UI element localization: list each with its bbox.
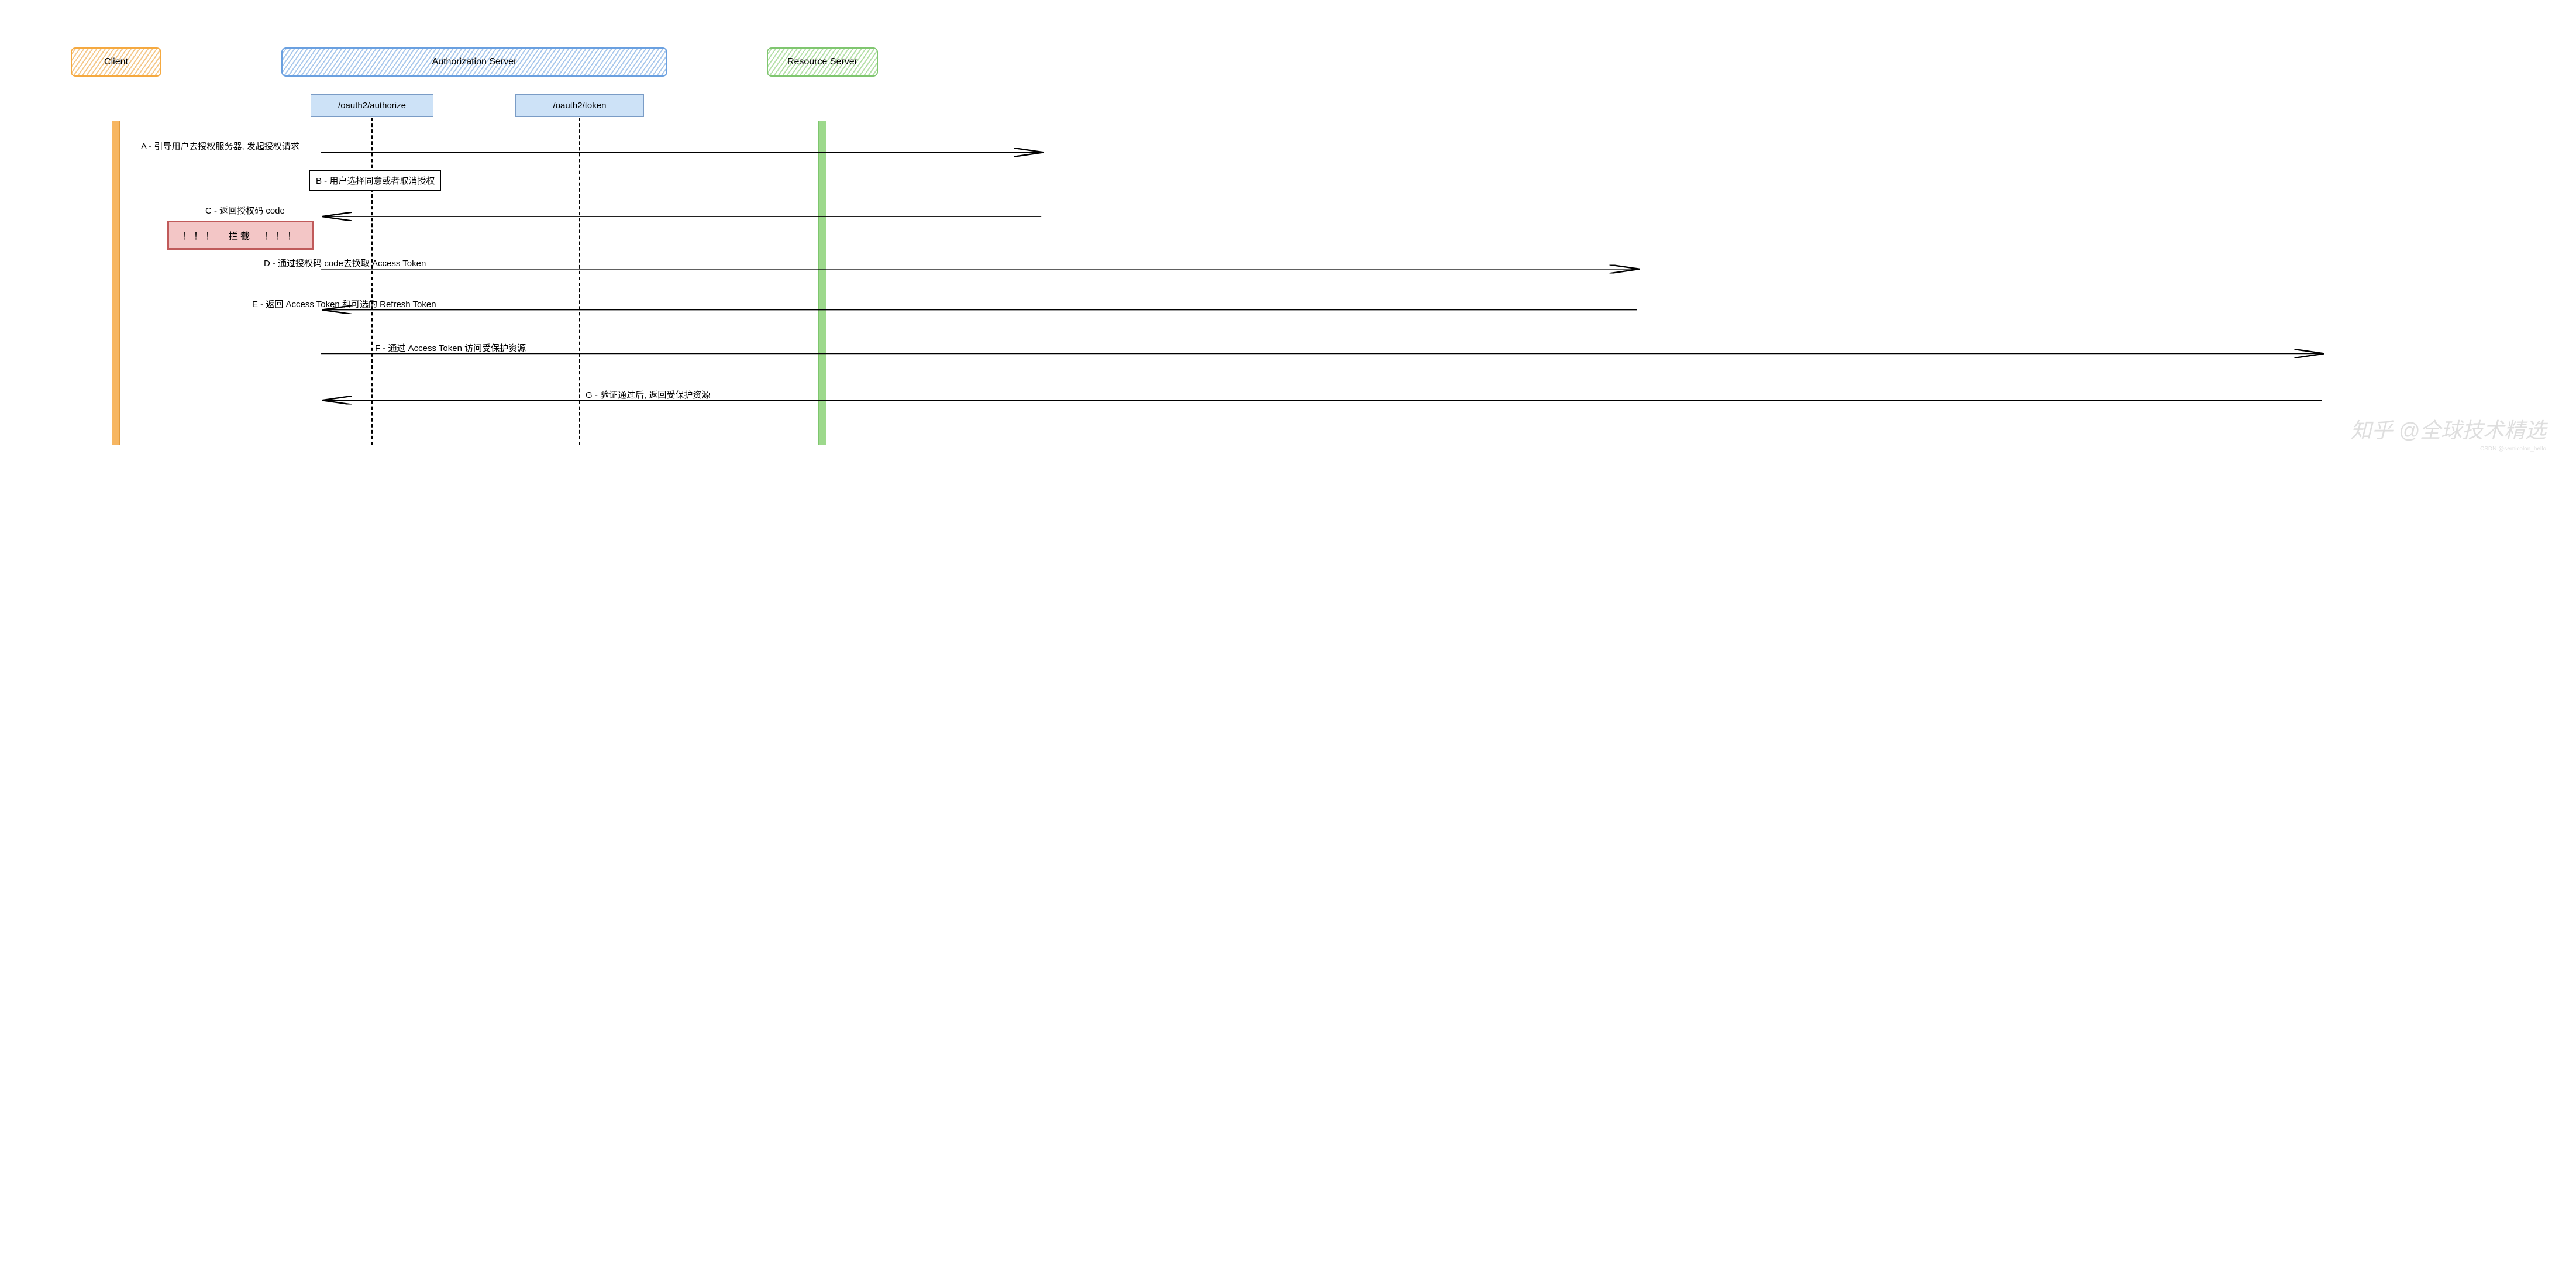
intercept-label: ！！！ 拦截 ！！！ <box>182 232 299 242</box>
intercept-box: ！！！ 拦截 ！！！ <box>167 221 314 250</box>
credit: CSDN @semicolon_hello <box>2480 446 2546 452</box>
participant-client-label: Client <box>104 57 128 67</box>
lifeline-resource <box>818 121 826 445</box>
endpoint-token-label: /oauth2/token <box>553 101 607 111</box>
msg-g-label: G - 验证通过后, 返回受保护资源 <box>586 388 710 401</box>
endpoint-authorize: /oauth2/authorize <box>311 94 433 117</box>
msg-a-label: A - 引导用户去授权服务器, 发起授权请求 <box>141 140 299 152</box>
participant-client: Client <box>71 47 161 77</box>
arrows-layer <box>12 12 2564 456</box>
msg-f-label: F - 通过 Access Token 访问受保护资源 <box>375 342 526 354</box>
msg-e-label: E - 返回 Access Token 和可选的 Refresh Token <box>252 298 436 310</box>
endpoint-token: /oauth2/token <box>515 94 644 117</box>
lifeline-token <box>579 118 580 445</box>
watermark: 知乎 @全球技术精选 <box>2350 414 2546 444</box>
diagram-frame: Client Authorization Server Resource Ser… <box>12 12 2564 456</box>
participant-auth-server: Authorization Server <box>281 47 667 77</box>
endpoint-authorize-label: /oauth2/authorize <box>338 101 406 111</box>
msg-c-label: C - 返回授权码 code <box>205 204 285 216</box>
participant-resource-label: Resource Server <box>787 57 857 67</box>
msg-d-label: D - 通过授权码 code去换取 Access Token <box>264 257 426 269</box>
participant-resource-server: Resource Server <box>767 47 878 77</box>
lifeline-authorize <box>371 118 373 445</box>
msg-b-label: B - 用户选择同意或者取消授权 <box>316 176 435 186</box>
participant-auth-label: Authorization Server <box>432 57 517 67</box>
msg-b-note: B - 用户选择同意或者取消授权 <box>309 170 441 191</box>
lifeline-client <box>112 121 120 445</box>
